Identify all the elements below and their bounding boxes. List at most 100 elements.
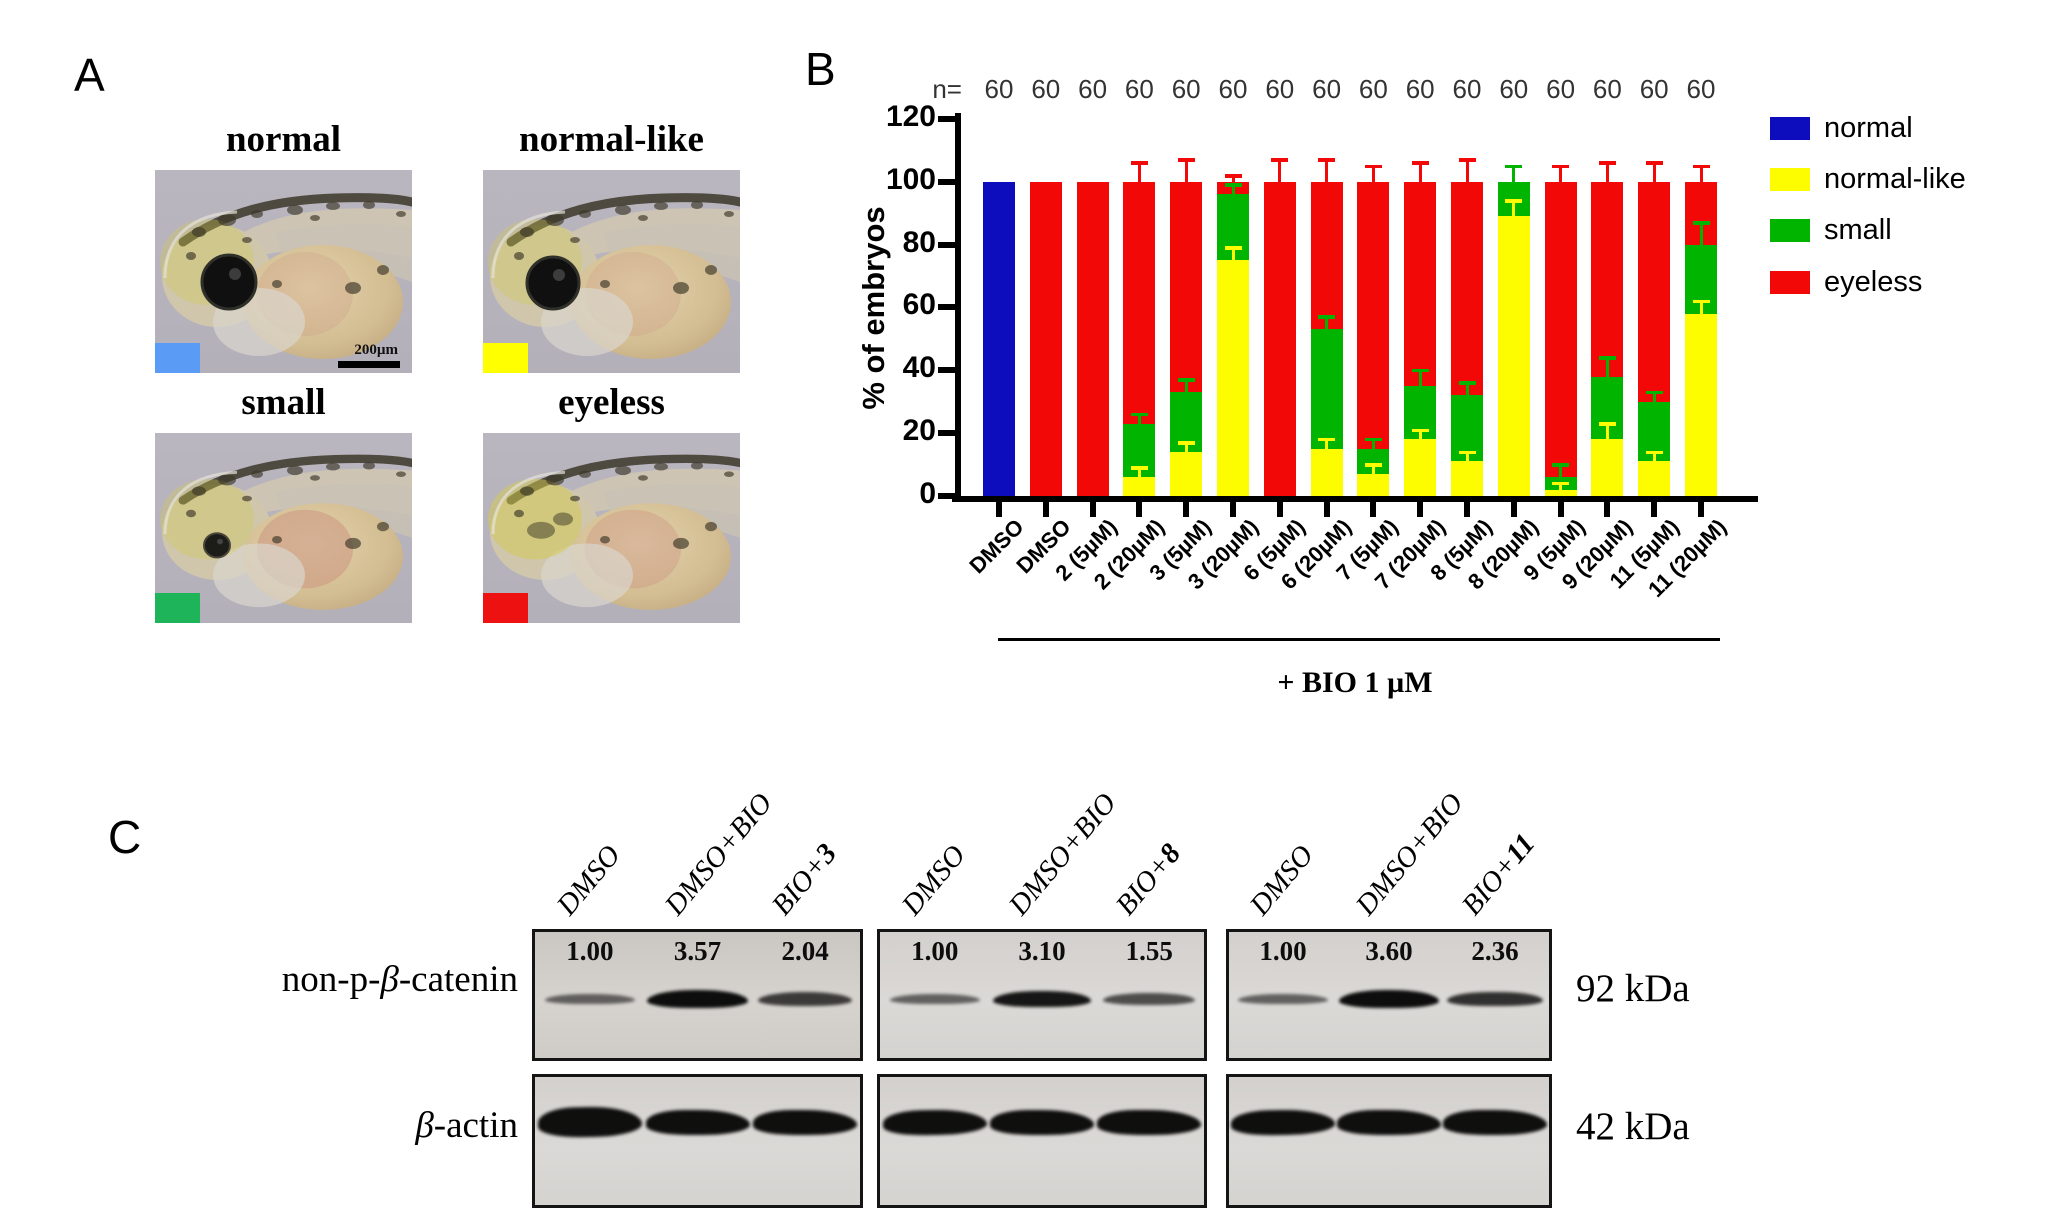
error-whisker xyxy=(1137,414,1141,424)
legend-label-eyeless: eyeless xyxy=(1824,266,1923,298)
phenotype-color-swatch-normal-like xyxy=(483,343,528,373)
bio-group-line xyxy=(998,638,1720,641)
protein-band-actin xyxy=(1442,1109,1547,1135)
embryo-illustration xyxy=(155,433,412,623)
bar-segment-eyeless xyxy=(1123,181,1156,424)
error-whisker xyxy=(1137,162,1141,182)
blot-row-label-actin: β-actin xyxy=(160,1104,518,1147)
error-whisker-cap xyxy=(1645,161,1663,165)
actin-label-suffix: -actin xyxy=(433,1105,518,1146)
error-whisker xyxy=(1652,162,1656,182)
error-whisker xyxy=(1325,159,1329,182)
protein-band-catenin xyxy=(992,990,1092,1008)
protein-band-catenin xyxy=(544,993,635,1005)
lane-label-DMSO: DMSO xyxy=(1243,839,1321,922)
lane-label-BIO-8: BIO+8 xyxy=(1109,837,1188,922)
n-value: 60 xyxy=(1452,74,1482,104)
bar-segment-normal-like xyxy=(1544,489,1577,496)
embryo-illustration xyxy=(483,170,740,373)
phenotype-color-swatch-eyeless xyxy=(483,593,528,623)
bar-segment-normal-like xyxy=(1123,477,1156,496)
error-whisker xyxy=(1465,452,1469,462)
error-whisker xyxy=(1325,316,1329,330)
embryo-image-normal: 200µm xyxy=(155,170,412,373)
panel-a-letter: A xyxy=(74,49,105,101)
n-value: 60 xyxy=(984,74,1014,104)
legend-swatch-eyeless xyxy=(1770,271,1810,294)
stacked-bar-6-20-M- xyxy=(1310,0,1343,496)
embryo-figure-title-normal: normal xyxy=(225,119,342,160)
error-whisker-cap xyxy=(1364,164,1382,169)
band-quantification: 1.00 xyxy=(1259,936,1307,966)
error-whisker xyxy=(1512,200,1516,217)
stacked-bar-11-20-M- xyxy=(1685,0,1717,496)
n-value: 60 xyxy=(1639,74,1669,104)
stacked-bar-9-5-M- xyxy=(1544,0,1577,496)
error-whisker-cap xyxy=(1505,199,1523,203)
bar-segment-normal-like xyxy=(1357,474,1390,496)
protein-band-actin xyxy=(753,1109,858,1135)
bar-segment-eyeless xyxy=(1357,181,1390,449)
n-equals-label: n= xyxy=(932,74,962,104)
stacked-bar-2-5-M- xyxy=(1076,0,1109,496)
y-tick xyxy=(938,241,956,248)
protein-band-catenin xyxy=(1338,989,1440,1009)
y-tick-label: 0 xyxy=(919,476,936,510)
bar-segment-normal-like xyxy=(1404,439,1437,496)
embryo-figure-title-small: small xyxy=(241,382,326,423)
error-whisker-cap xyxy=(1411,368,1429,373)
stacked-bar-8-20-M- xyxy=(1497,0,1530,496)
y-tick-label: 80 xyxy=(902,225,936,259)
protein-band-actin xyxy=(1337,1109,1441,1135)
bar-segment-eyeless xyxy=(1029,181,1062,496)
bar-segment-eyeless xyxy=(1451,181,1483,396)
y-tick xyxy=(938,430,956,437)
bar-segment-normal-like xyxy=(1497,216,1530,496)
embryo-illustration xyxy=(483,433,740,623)
protein-band-actin xyxy=(645,1109,750,1135)
bar-segment-eyeless xyxy=(1544,181,1577,478)
lane-label-DMSO-BIO: DMSO+BIO xyxy=(1002,787,1123,922)
band-quantification: 3.10 xyxy=(1018,936,1066,966)
error-whisker-cap xyxy=(1318,315,1336,319)
legend-swatch-small xyxy=(1770,219,1810,242)
x-tick xyxy=(996,502,1002,517)
error-whisker xyxy=(1184,442,1188,452)
lane-label-DMSO: DMSO xyxy=(895,839,972,922)
bar-segment-eyeless xyxy=(1591,181,1624,377)
blot-box-actin-group2 xyxy=(877,1074,1207,1208)
stacked-bar-9-20-M- xyxy=(1591,0,1624,496)
n-value: 60 xyxy=(1405,74,1435,104)
error-whisker xyxy=(1371,464,1375,474)
kda-label-92: 92 kDa xyxy=(1576,967,1690,1010)
x-tick xyxy=(1230,502,1236,517)
error-whisker-cap xyxy=(1645,390,1663,395)
actin-label-beta: β xyxy=(415,1105,434,1146)
blot-row-label-catenin: non-p-β-catenin xyxy=(160,958,518,1001)
band-quantification: 1.00 xyxy=(911,936,959,966)
error-whisker-cap xyxy=(1130,161,1148,165)
n-value: 60 xyxy=(1312,74,1342,104)
x-tick xyxy=(1464,502,1470,517)
protein-band-actin xyxy=(990,1109,1094,1135)
legend-swatch-normal-like xyxy=(1770,168,1810,191)
bar-segment-eyeless xyxy=(1263,181,1296,496)
n-value: 60 xyxy=(1078,74,1108,104)
error-whisker-cap xyxy=(1177,378,1195,382)
error-whisker-cap xyxy=(1552,164,1570,169)
stacked-bar-2-20-M- xyxy=(1123,0,1156,496)
error-whisker-cap xyxy=(1411,161,1429,165)
lane-label-DMSO: DMSO xyxy=(550,839,627,922)
error-whisker xyxy=(1699,222,1703,245)
error-whisker xyxy=(1418,370,1422,387)
x-axis-line xyxy=(952,496,1758,502)
bar-segment-normal-like xyxy=(1591,439,1624,496)
embryo-illustration xyxy=(155,170,412,373)
error-whisker-cap xyxy=(1458,158,1476,162)
x-tick xyxy=(1698,502,1704,517)
n-value: 60 xyxy=(1031,74,1061,104)
error-whisker-cap xyxy=(1177,158,1195,162)
legend-swatch-normal xyxy=(1770,117,1810,140)
embryo-eye xyxy=(527,257,579,309)
